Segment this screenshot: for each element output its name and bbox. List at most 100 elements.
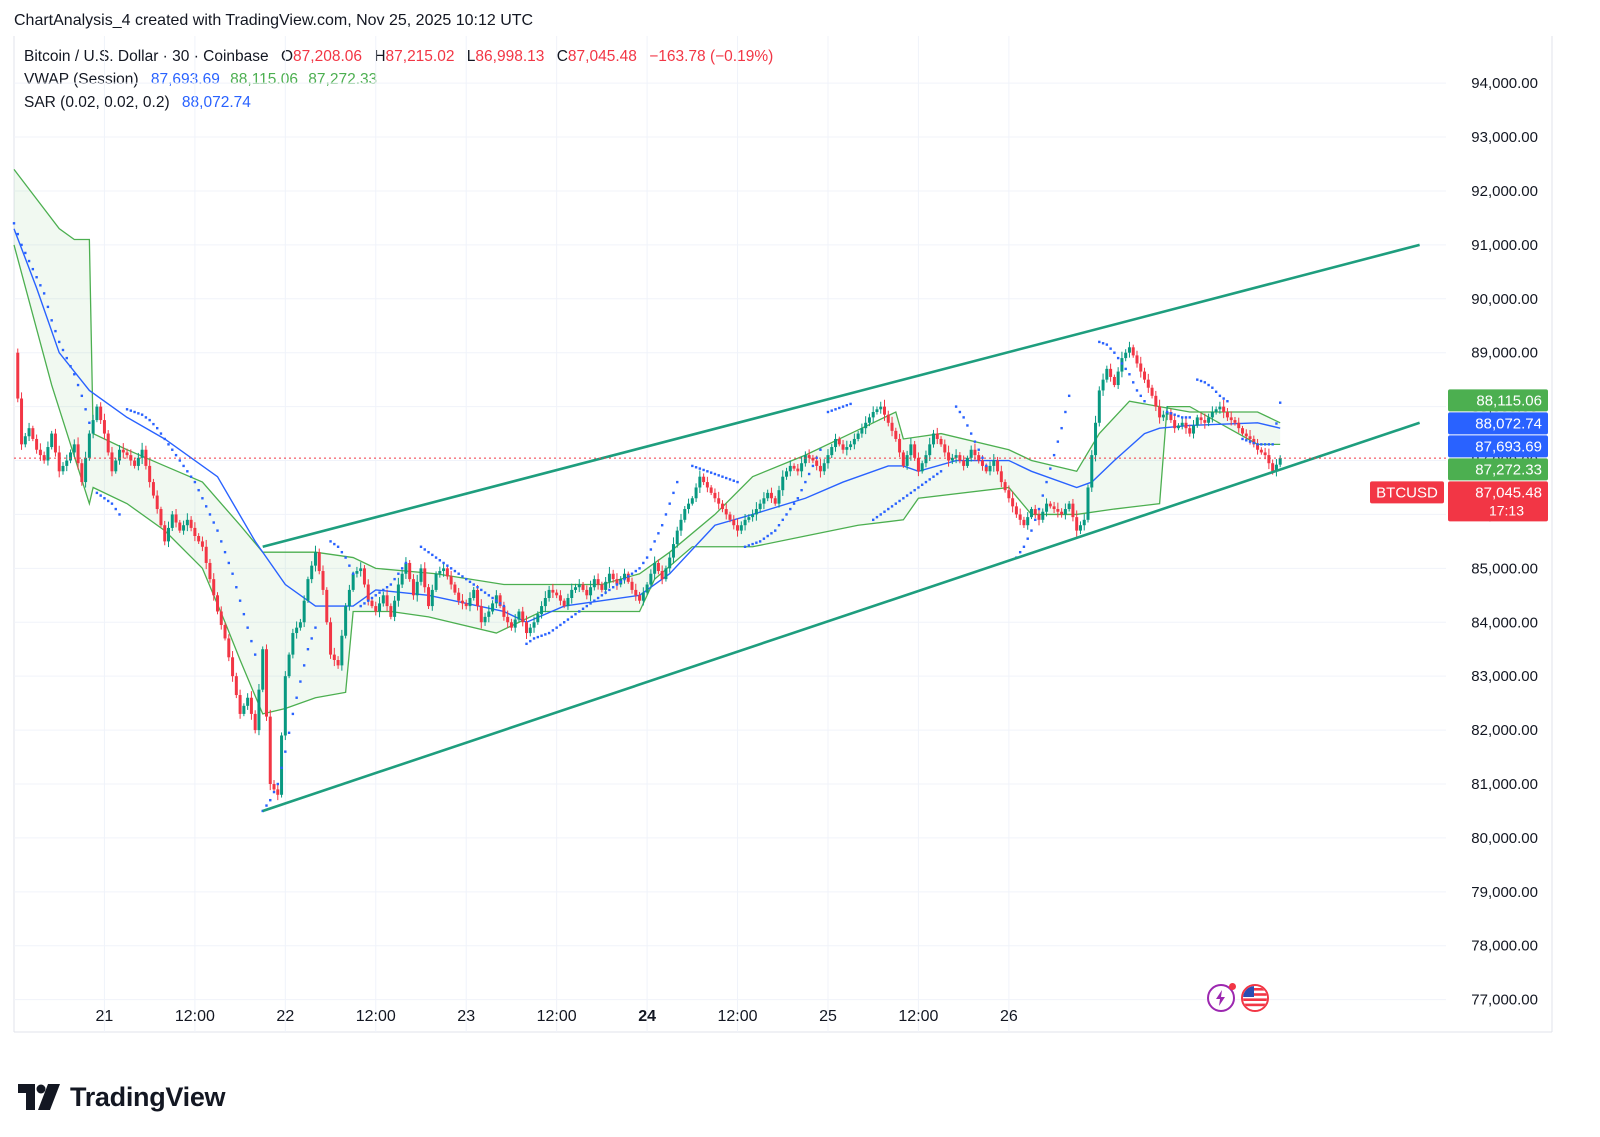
candle-body: [1222, 406, 1226, 412]
tradingview-logo[interactable]: TradingView: [18, 1080, 226, 1114]
lightning-event-icon[interactable]: [1207, 983, 1236, 1012]
sar-dot: [585, 604, 588, 608]
sar-dot: [1045, 480, 1048, 484]
sar-dot: [1226, 400, 1229, 403]
candle-body: [1112, 376, 1116, 386]
sar-dot: [883, 510, 886, 513]
sar-dot: [80, 394, 84, 398]
sar-dot: [1218, 394, 1222, 398]
sar-dot: [457, 572, 460, 575]
candle-body: [754, 509, 758, 515]
sar-dot: [1064, 410, 1067, 414]
sar-dot: [1169, 412, 1173, 415]
sar-dot: [1177, 414, 1180, 418]
candle-body: [306, 579, 310, 601]
candle-body: [457, 592, 461, 601]
candle-body: [272, 784, 276, 790]
low-value: 86,998.13: [475, 48, 545, 65]
sar-dot: [12, 222, 16, 225]
sar-dot: [1049, 467, 1052, 470]
candle-body: [977, 455, 981, 461]
sar-dot: [811, 464, 815, 468]
candle-body: [1109, 368, 1113, 377]
sar-dot: [476, 586, 479, 589]
us-flag-event-icon[interactable]: [1241, 984, 1269, 1012]
candle-body: [705, 482, 709, 488]
candle-body: [483, 616, 487, 623]
sar-dot: [1241, 437, 1244, 441]
sar-dot: [619, 580, 622, 584]
candle-body: [99, 406, 103, 421]
channel-lower-trendline[interactable]: [262, 421, 1421, 813]
candle-body: [219, 611, 223, 625]
vwap-value: 87,693.69: [150, 71, 220, 88]
candle-body: [1184, 422, 1188, 429]
x-tick-label: 12:00: [356, 1008, 396, 1025]
close-label: C: [556, 48, 568, 65]
sar-dot: [800, 488, 803, 492]
symbol-tag-label[interactable]: [1370, 481, 1444, 504]
candle-body: [679, 519, 683, 531]
sar-dot: [638, 567, 641, 570]
sar-dot: [287, 731, 291, 734]
candle-body: [792, 465, 796, 469]
close-value: 87,045.48: [567, 48, 637, 65]
high-label: H: [374, 48, 386, 65]
candle-body: [427, 587, 431, 607]
candle-body: [336, 660, 340, 666]
candle-body: [1082, 519, 1086, 526]
candle-body: [1075, 517, 1079, 531]
candle-body: [547, 589, 551, 598]
candle-body: [668, 557, 672, 569]
candle-body: [163, 525, 167, 542]
sar-dot: [212, 521, 215, 524]
candle-body: [954, 455, 958, 458]
candle-body: [517, 611, 521, 620]
sar-dot: [913, 488, 916, 492]
price-axis-label-text: 87,693.69: [1475, 438, 1542, 455]
candle-body: [890, 422, 894, 431]
sar-dot: [340, 550, 344, 554]
candle-body: [1154, 395, 1158, 407]
channel-upper-trendline[interactable]: [262, 243, 1420, 549]
sar-dot: [954, 405, 958, 408]
candle-body: [1256, 444, 1260, 450]
sar-dot: [431, 553, 434, 557]
candle-body: [777, 490, 781, 504]
sar-dot: [1098, 340, 1101, 344]
sar-dot: [1116, 356, 1120, 360]
candle-body: [430, 589, 434, 607]
candle-body: [818, 465, 822, 472]
candle-body: [114, 460, 118, 472]
candle-body: [645, 584, 649, 593]
sar-dot: [110, 502, 114, 505]
sar-dot: [544, 633, 547, 636]
sar-dot: [1256, 443, 1259, 446]
candle-body: [87, 433, 91, 458]
vwap-label[interactable]: VWAP (Session): [24, 71, 139, 88]
sar-dot: [894, 502, 898, 505]
sar-dot: [208, 513, 212, 516]
candle-body: [807, 455, 811, 458]
sar-dot: [137, 412, 140, 415]
candle-body: [1124, 352, 1128, 359]
candle-body: [344, 606, 348, 636]
candle-body: [611, 573, 615, 580]
candle-body: [834, 438, 838, 448]
candle-body: [118, 449, 122, 461]
candle-body: [664, 568, 668, 580]
candle-body: [1173, 420, 1177, 429]
symbol-description[interactable]: Bitcoin / U.S. Dollar · 30 · Coinbase: [24, 48, 269, 65]
candle-body: [1143, 371, 1147, 380]
candle-body: [1274, 464, 1278, 472]
candle-body: [1252, 438, 1256, 445]
sar-dot: [532, 637, 536, 640]
sar-label[interactable]: SAR (0.02, 0.02, 0.2): [24, 94, 170, 111]
candle-body: [988, 465, 992, 472]
candle-body: [871, 412, 875, 418]
candle-body: [713, 492, 717, 499]
x-tick-label: 26: [1000, 1008, 1018, 1025]
sar-dot: [777, 524, 781, 527]
y-tick-label: 91,000.00: [1471, 237, 1538, 254]
